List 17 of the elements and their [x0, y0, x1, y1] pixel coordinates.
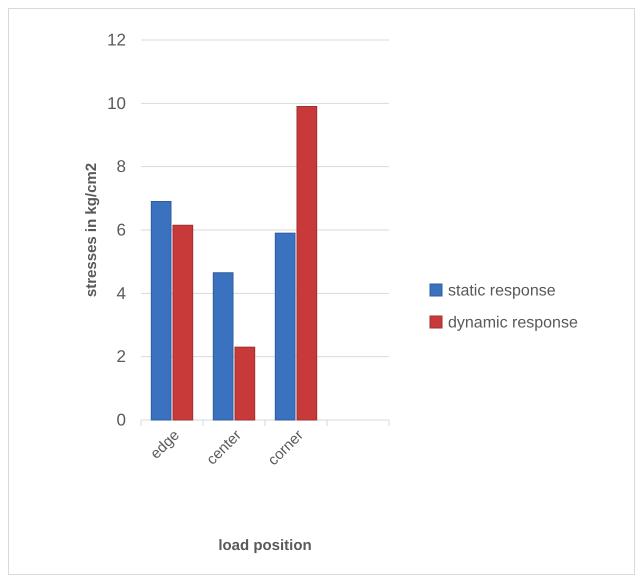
bar: [150, 201, 172, 420]
y-axis-title: stresses in kg/cm2: [83, 162, 100, 298]
x-axis-title: load position: [218, 537, 312, 554]
legend-label: dynamic response: [448, 314, 578, 332]
bar: [296, 106, 318, 420]
bar: [172, 224, 194, 420]
y-tick-label: 12: [107, 30, 126, 50]
y-tick-label: 2: [116, 347, 126, 366]
y-tick-label: 0: [116, 410, 126, 430]
bar: [234, 346, 256, 420]
y-tick-label: 8: [116, 157, 126, 176]
bar: [274, 232, 296, 420]
y-tick-label: 6: [116, 220, 126, 240]
y-tick-label: 10: [107, 94, 126, 113]
bar: [212, 272, 234, 420]
y-tick-label: 4: [116, 284, 126, 303]
legend-label: static response: [448, 282, 556, 300]
